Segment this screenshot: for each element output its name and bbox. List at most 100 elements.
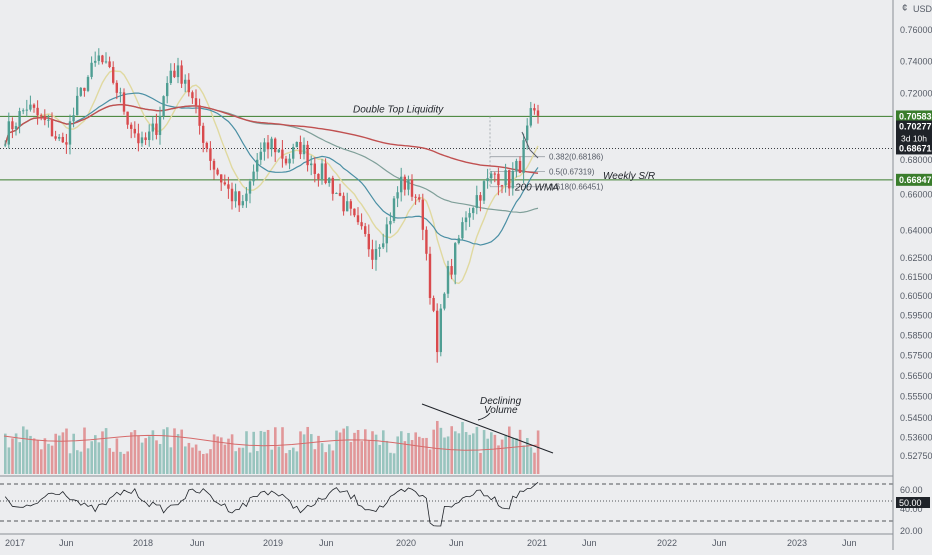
volume-bar bbox=[241, 447, 245, 474]
candle-body bbox=[180, 65, 183, 84]
candle-body bbox=[151, 123, 154, 132]
volume-bar bbox=[158, 443, 162, 474]
candle-body bbox=[515, 160, 518, 171]
price-badge bbox=[896, 120, 932, 133]
time-tick-label: 2022 bbox=[657, 538, 677, 548]
volume-bar bbox=[288, 450, 291, 474]
volume-bar bbox=[94, 435, 97, 474]
price-badge bbox=[896, 142, 932, 155]
candle-body bbox=[374, 248, 378, 260]
candle-body bbox=[65, 142, 68, 145]
volume-bar bbox=[220, 437, 223, 474]
candle-body bbox=[414, 196, 417, 198]
volume-bar bbox=[349, 442, 353, 474]
time-tick-label: 2021 bbox=[527, 538, 547, 548]
candle-body bbox=[68, 121, 72, 145]
time-tick-label: 2017 bbox=[5, 538, 25, 548]
candle-body bbox=[331, 177, 334, 194]
candle-body bbox=[184, 79, 187, 84]
candle-body bbox=[40, 115, 43, 117]
volume-bar bbox=[266, 429, 270, 474]
candle-body bbox=[176, 65, 180, 78]
candle-body bbox=[443, 293, 446, 309]
candle-body bbox=[205, 142, 208, 149]
candle-body bbox=[295, 141, 298, 148]
volume-bar bbox=[29, 435, 32, 474]
fib-level-label: 0.618(0.66451) bbox=[549, 183, 604, 192]
candle-body bbox=[241, 201, 244, 206]
volume-bar bbox=[457, 433, 461, 474]
volume-bar bbox=[367, 440, 371, 474]
candle-body bbox=[227, 184, 230, 189]
candle-body bbox=[266, 142, 270, 150]
volume-bar bbox=[130, 432, 133, 474]
candle-body bbox=[385, 224, 388, 244]
volume-bar bbox=[518, 429, 522, 474]
volume-bar bbox=[464, 432, 468, 474]
candle-body bbox=[389, 220, 392, 225]
volume-bar bbox=[25, 429, 29, 474]
volume-bar bbox=[414, 432, 417, 474]
time-tick-label: Jun bbox=[842, 538, 857, 548]
volume-bar bbox=[302, 434, 306, 474]
ma-red-line bbox=[4, 103, 539, 174]
candle-body bbox=[216, 169, 219, 175]
price-tick-label: 0.74000 bbox=[900, 56, 932, 66]
volume-bar bbox=[252, 431, 255, 474]
volume-bar bbox=[504, 434, 507, 474]
candle-body bbox=[83, 87, 86, 91]
fib-level-label: 0.382(0.68186) bbox=[549, 153, 604, 162]
volume-bar bbox=[238, 447, 241, 474]
candle-body bbox=[162, 96, 165, 117]
candle-body bbox=[72, 115, 75, 122]
candle-body bbox=[248, 181, 252, 194]
candle-body bbox=[194, 98, 198, 106]
volume-bar bbox=[216, 436, 219, 474]
candle-body bbox=[457, 238, 460, 244]
candle-body bbox=[324, 163, 327, 184]
candle-body bbox=[270, 138, 273, 150]
volume-bar bbox=[22, 426, 25, 474]
candle-body bbox=[400, 176, 403, 193]
volume-bar bbox=[533, 452, 536, 474]
volume-bar bbox=[108, 448, 111, 474]
candle-body bbox=[353, 208, 356, 216]
volume-bar bbox=[374, 434, 378, 474]
candle-body bbox=[25, 109, 28, 111]
volume-bar bbox=[256, 451, 259, 474]
candle-body bbox=[173, 70, 176, 78]
time-tick-label: 2018 bbox=[133, 538, 153, 548]
candle-body bbox=[349, 201, 352, 209]
volume-bar bbox=[90, 441, 93, 474]
volume-bar bbox=[331, 450, 335, 474]
volume-bar bbox=[184, 446, 187, 474]
candle-body bbox=[364, 226, 367, 234]
fib-level-label: 0.5(0.67319) bbox=[549, 168, 595, 177]
candle-body bbox=[54, 136, 57, 139]
candle-body bbox=[97, 55, 100, 61]
price-badge bbox=[896, 173, 932, 186]
volume-bar bbox=[439, 427, 443, 474]
volume-bar bbox=[436, 420, 439, 474]
candle-body bbox=[36, 107, 39, 116]
volume-bar bbox=[371, 431, 374, 474]
candle-body bbox=[536, 110, 540, 116]
volume-bar bbox=[191, 447, 194, 474]
rsi-line bbox=[4, 482, 539, 527]
candle-body bbox=[356, 215, 360, 223]
volume-bar bbox=[428, 449, 432, 474]
candle-body bbox=[493, 173, 496, 175]
volume-bar bbox=[245, 431, 248, 474]
volume-bar bbox=[486, 438, 489, 474]
candle-body bbox=[436, 310, 439, 353]
volume-bar bbox=[32, 438, 36, 474]
candle-body bbox=[32, 104, 36, 108]
volume-bar bbox=[295, 451, 299, 474]
time-tick-label: Jun bbox=[712, 538, 727, 548]
time-tick-label: Jun bbox=[190, 538, 205, 548]
candle-body bbox=[317, 173, 320, 180]
candle-body bbox=[263, 142, 266, 152]
candle-body bbox=[90, 62, 93, 77]
